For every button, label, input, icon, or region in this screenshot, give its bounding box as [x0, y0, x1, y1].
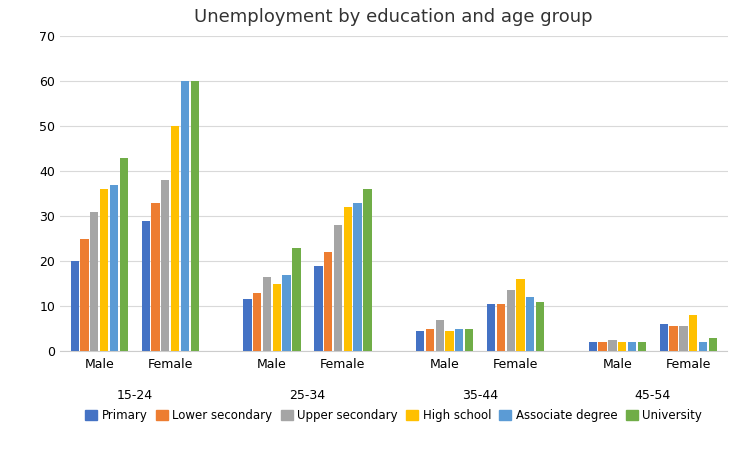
- Bar: [660, 324, 668, 351]
- Bar: [100, 189, 108, 351]
- Bar: [426, 328, 434, 351]
- Bar: [526, 297, 535, 351]
- Bar: [598, 342, 607, 351]
- Bar: [680, 326, 688, 351]
- Bar: [243, 299, 251, 351]
- Bar: [314, 266, 322, 351]
- Bar: [465, 328, 473, 351]
- Legend: Primary, Lower secondary, Upper secondary, High school, Associate degree, Univer: Primary, Lower secondary, Upper secondar…: [80, 405, 707, 427]
- Bar: [628, 342, 636, 351]
- Title: Unemployment by education and age group: Unemployment by education and age group: [194, 8, 593, 26]
- Bar: [142, 220, 150, 351]
- Bar: [608, 340, 616, 351]
- Bar: [709, 338, 717, 351]
- Bar: [272, 284, 281, 351]
- Bar: [699, 342, 707, 351]
- Bar: [446, 331, 454, 351]
- Bar: [344, 207, 352, 351]
- Text: 35-44: 35-44: [462, 389, 498, 402]
- Bar: [262, 277, 272, 351]
- Bar: [516, 279, 525, 351]
- Bar: [496, 304, 505, 351]
- Bar: [283, 274, 291, 351]
- Bar: [334, 225, 342, 351]
- Bar: [152, 202, 160, 351]
- Bar: [181, 81, 189, 351]
- Text: 25-34: 25-34: [290, 389, 326, 402]
- Bar: [536, 302, 544, 351]
- Bar: [363, 189, 371, 351]
- Bar: [171, 126, 179, 351]
- Bar: [689, 315, 698, 351]
- Bar: [638, 342, 646, 351]
- Bar: [90, 212, 98, 351]
- Bar: [589, 342, 597, 351]
- Bar: [80, 238, 88, 351]
- Bar: [70, 261, 79, 351]
- Bar: [416, 331, 424, 351]
- Bar: [436, 320, 444, 351]
- Bar: [487, 304, 495, 351]
- Text: 45-54: 45-54: [634, 389, 671, 402]
- Bar: [324, 252, 332, 351]
- Bar: [506, 290, 515, 351]
- Bar: [455, 328, 464, 351]
- Bar: [292, 248, 301, 351]
- Bar: [670, 326, 678, 351]
- Bar: [353, 202, 362, 351]
- Bar: [161, 180, 170, 351]
- Text: 15-24: 15-24: [117, 389, 153, 402]
- Bar: [119, 158, 128, 351]
- Bar: [190, 81, 199, 351]
- Bar: [253, 292, 261, 351]
- Bar: [618, 342, 626, 351]
- Bar: [110, 184, 118, 351]
